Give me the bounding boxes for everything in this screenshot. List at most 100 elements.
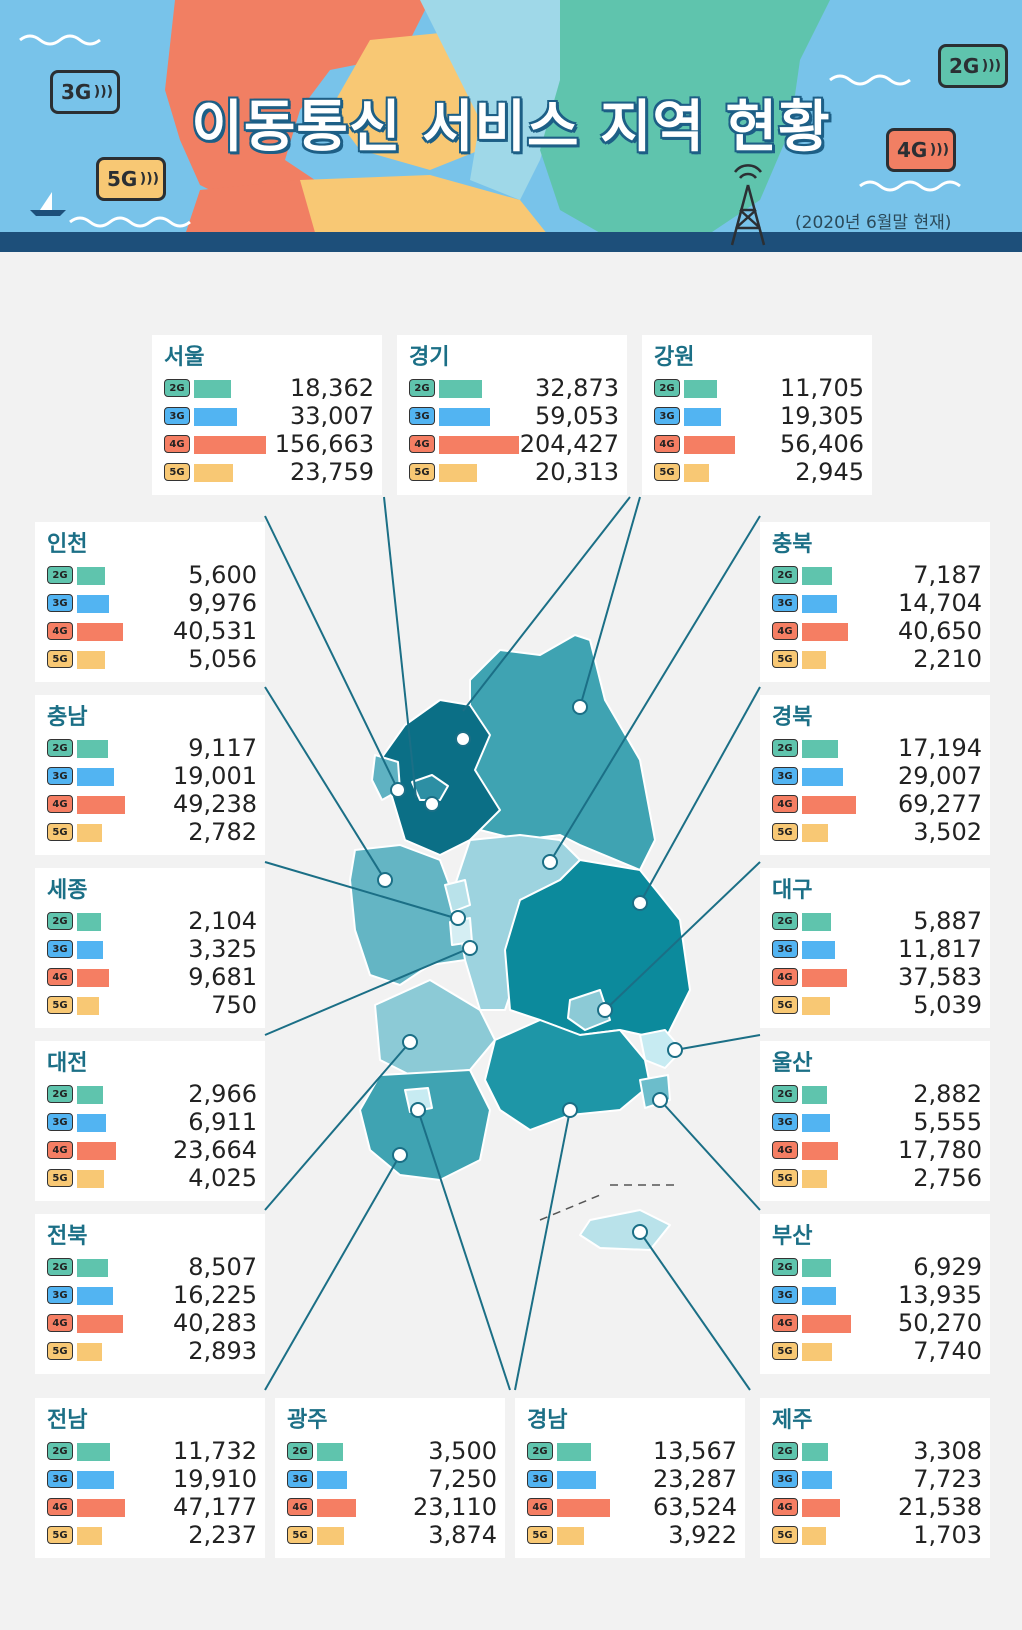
4g-value: 17,780: [898, 1136, 982, 1164]
4g-tag-icon: 4G: [409, 435, 435, 453]
stat-row-3g: 3G 19,910: [47, 1465, 257, 1493]
4g-bar: [802, 969, 847, 987]
stat-row-4g: 4G 21,538: [772, 1493, 982, 1521]
map-pin-gwangju: [410, 1102, 426, 1118]
3g-tag-icon: 3G: [47, 1470, 73, 1488]
4g-value: 69,277: [898, 790, 982, 818]
map-region-gangwon: [469, 634, 656, 871]
5g-bar: [77, 651, 105, 669]
4g-tag-icon: 4G: [47, 968, 73, 986]
3g-bar: [77, 1114, 107, 1132]
2g-value: 3,500: [428, 1437, 497, 1465]
region-card-seoul: 서울 2G 18,362 3G 33,007 4G 156,663 5G 23,759: [152, 335, 382, 495]
4g-value: 49,238: [173, 790, 257, 818]
5g-tag-icon: 5G: [47, 650, 73, 668]
stat-row-4g: 4G 23,664: [47, 1136, 257, 1164]
map-region-jeju: [579, 1209, 671, 1251]
map-pin-daegu: [597, 1002, 613, 1018]
2g-tag-icon: 2G: [527, 1442, 553, 1460]
4g-tag-icon: 4G: [47, 1498, 73, 1516]
3g-value: 23,287: [653, 1465, 737, 1493]
2g-bar: [77, 913, 102, 931]
2g-value: 2,966: [188, 1080, 257, 1108]
2g-bar: [77, 740, 109, 758]
4g-bar: [802, 1499, 841, 1517]
stat-row-3g: 3G 19,305: [654, 402, 864, 430]
4g-badge-label: 4G: [897, 138, 928, 162]
3g-value: 59,053: [535, 402, 619, 430]
5g-tag-icon: 5G: [47, 1526, 73, 1544]
3g-bar: [194, 408, 237, 426]
3g-value: 7,250: [428, 1465, 497, 1493]
5g-tag-icon: 5G: [527, 1526, 553, 1544]
region-name: 경남: [527, 1408, 568, 1433]
4g-value: 47,177: [173, 1493, 257, 1521]
5g-bar: [557, 1527, 584, 1545]
stat-row-2g: 2G 13,567: [527, 1437, 737, 1465]
4g-bar: [802, 1315, 851, 1333]
2g-tag-icon: 2G: [47, 1258, 73, 1276]
stat-row-2g: 2G 11,732: [47, 1437, 257, 1465]
2g-bar: [439, 380, 482, 398]
4g-bar: [317, 1499, 356, 1517]
stat-row-4g: 4G 56,406: [654, 430, 864, 458]
2g-bar: [77, 1259, 108, 1277]
region-card-jeonnam: 전남 2G 11,732 3G 19,910 4G 47,177 5G 2,237: [35, 1398, 265, 1558]
region-card-sejong: 세종 2G 2,104 3G 3,325 4G 9,681 5G 750: [35, 868, 265, 1028]
4g-value: 204,427: [519, 430, 619, 458]
3g-value: 11,817: [898, 935, 982, 963]
stat-row-2g: 2G 7,187: [772, 561, 982, 589]
map-pin-gyeonggi: [455, 731, 471, 747]
stat-row-4g: 4G 156,663: [164, 430, 374, 458]
map-pin-jeju: [632, 1224, 648, 1240]
stat-row-5g: 5G 1,703: [772, 1521, 982, 1549]
region-card-chungbuk: 충북 2G 7,187 3G 14,704 4G 40,650 5G 2,210: [760, 522, 990, 682]
stat-row-5g: 5G 5,039: [772, 991, 982, 1019]
3g-badge-label: 3G: [61, 80, 92, 104]
stat-row-2g: 2G 8,507: [47, 1253, 257, 1281]
2g-bar: [557, 1443, 591, 1461]
region-name: 충남: [47, 705, 88, 730]
region-card-gangwon: 강원 2G 11,705 3G 19,305 4G 56,406 5G 2,945: [642, 335, 872, 495]
4g-bar: [77, 796, 126, 814]
region-name: 울산: [772, 1051, 813, 1076]
5g-tag-icon: 5G: [47, 1342, 73, 1360]
stat-row-3g: 3G 14,704: [772, 589, 982, 617]
stat-row-4g: 4G 9,681: [47, 963, 257, 991]
2g-badge-icon: 2G))): [938, 44, 1008, 88]
map-region-jeonbuk: [374, 979, 496, 1076]
4g-value: 63,524: [653, 1493, 737, 1521]
stat-row-4g: 4G 17,780: [772, 1136, 982, 1164]
stat-row-3g: 3G 13,935: [772, 1281, 982, 1309]
2g-value: 7,187: [913, 561, 982, 589]
4g-value: 21,538: [898, 1493, 982, 1521]
5g-bar: [684, 464, 710, 482]
4g-tag-icon: 4G: [287, 1498, 313, 1516]
5g-bar: [439, 464, 477, 482]
map-pin-seoul: [424, 796, 440, 812]
region-card-incheon: 인천 2G 5,600 3G 9,976 4G 40,531 5G 5,056: [35, 522, 265, 682]
header-banner: 3G))) 5G))) 2G))) 4G))) 이동통신 서비스 지역 현황 (…: [0, 0, 1022, 252]
5g-badge-icon: 5G))): [96, 157, 166, 201]
5g-bar: [802, 1170, 828, 1188]
2g-tag-icon: 2G: [409, 379, 435, 397]
map-pin-daejeon: [462, 940, 478, 956]
4g-bar: [77, 623, 123, 641]
2g-value: 8,507: [188, 1253, 257, 1281]
region-card-daejeon: 대전 2G 2,966 3G 6,911 4G 23,664 5G 4,025: [35, 1041, 265, 1201]
5g-value: 3,502: [913, 818, 982, 846]
2g-tag-icon: 2G: [772, 1442, 798, 1460]
map-region-seoul: [411, 774, 449, 801]
3g-badge-icon: 3G))): [50, 70, 120, 114]
3g-value: 19,910: [173, 1465, 257, 1493]
3g-tag-icon: 3G: [287, 1470, 313, 1488]
2g-value: 11,732: [173, 1437, 257, 1465]
2g-tag-icon: 2G: [164, 379, 190, 397]
5g-bar: [802, 997, 830, 1015]
map-pin-chungnam: [377, 872, 393, 888]
2g-bar: [802, 913, 831, 931]
3g-tag-icon: 3G: [47, 767, 73, 785]
stat-row-4g: 4G 40,650: [772, 617, 982, 645]
4g-value: 40,650: [898, 617, 982, 645]
5g-value: 2,945: [795, 458, 864, 486]
